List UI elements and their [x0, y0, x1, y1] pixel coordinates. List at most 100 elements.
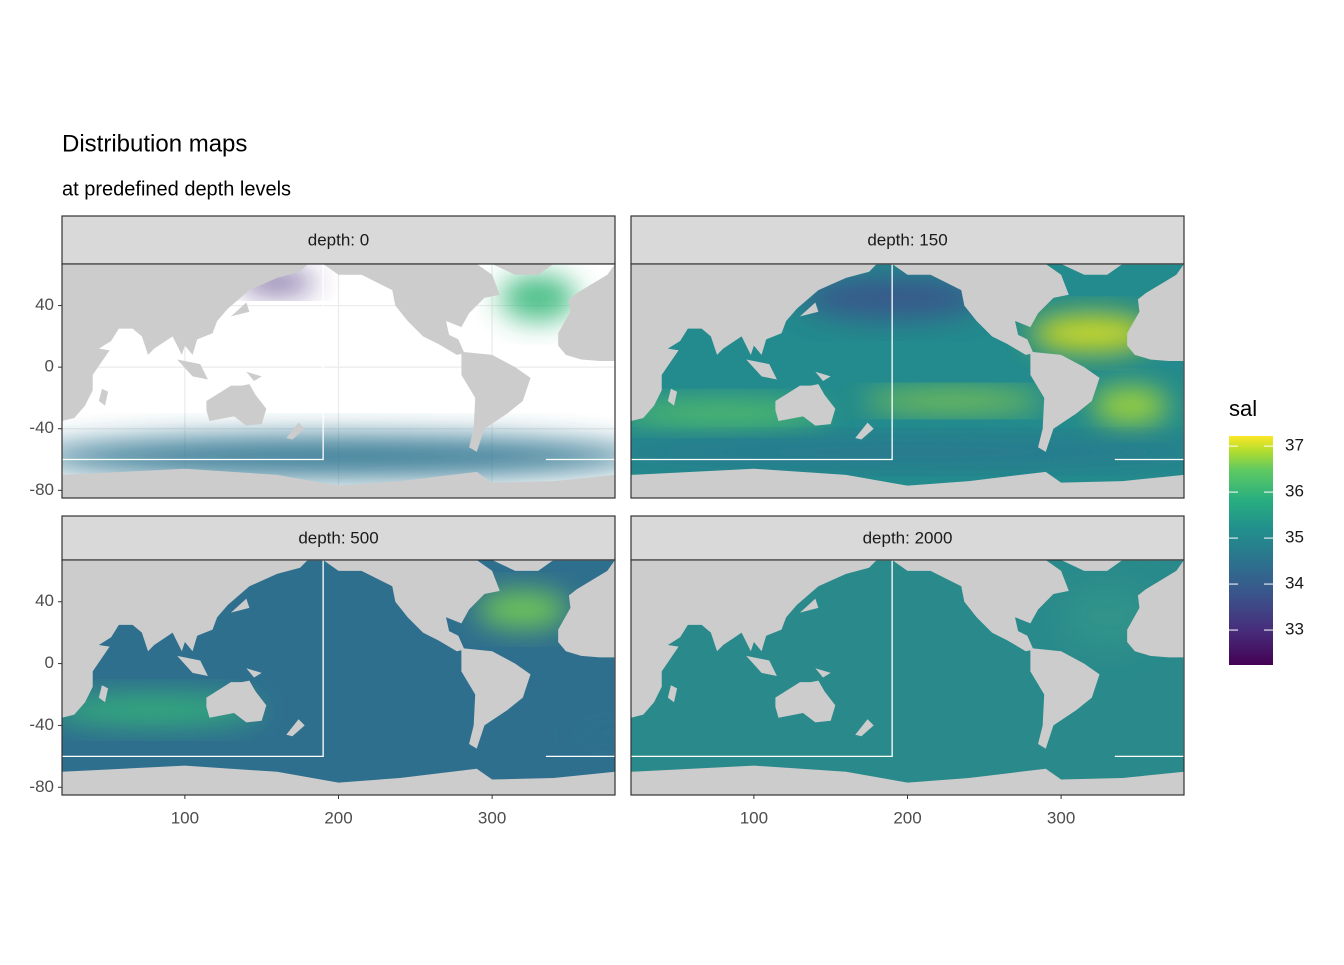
land [246, 371, 262, 381]
land [815, 668, 831, 678]
land [177, 655, 208, 676]
legend-tick-label: 34 [1285, 574, 1304, 593]
map-panel [631, 560, 1184, 795]
land [631, 468, 1184, 498]
legend-tick-label: 37 [1285, 436, 1304, 455]
land [799, 598, 819, 613]
land [1030, 648, 1100, 749]
ocean-shade [476, 590, 569, 629]
x-tick-label: 300 [478, 808, 506, 827]
x-tick-label: 100 [171, 808, 199, 827]
land [62, 560, 308, 718]
panel-border [61, 263, 616, 499]
ocean-shade [1091, 387, 1169, 425]
facet-label: depth: 2000 [863, 528, 953, 547]
x-tick-label: 300 [1047, 808, 1075, 827]
region-box [631, 264, 893, 461]
y-tick-label: -80 [29, 480, 54, 499]
y-tick-label: 0 [45, 357, 54, 376]
land [286, 422, 305, 440]
land [1030, 351, 1100, 452]
land [746, 359, 777, 380]
land [558, 264, 615, 361]
land [62, 468, 615, 498]
land [631, 560, 877, 718]
region-box [1114, 264, 1184, 461]
facet-strip [61, 515, 616, 561]
land [206, 680, 267, 723]
region-box [1114, 560, 1184, 757]
x-tick-label: 100 [740, 808, 768, 827]
y-tick-label: -40 [29, 715, 54, 734]
x-tick-label: 200 [324, 808, 352, 827]
region-box [631, 560, 893, 757]
land [98, 685, 109, 703]
y-tick-label: -80 [29, 777, 54, 796]
chart-title: Distribution maps [62, 130, 247, 157]
land [558, 560, 615, 658]
land [799, 302, 819, 317]
legend-tick-label: 33 [1285, 620, 1304, 639]
land [206, 384, 267, 426]
y-tick-label: 40 [35, 591, 54, 610]
land [815, 371, 831, 381]
land [855, 719, 874, 737]
land [177, 359, 208, 380]
land [98, 388, 109, 406]
legend-title: sal [1229, 396, 1257, 421]
land [631, 765, 1184, 795]
facet-label: depth: 500 [298, 528, 378, 547]
ocean-shade [62, 434, 615, 478]
land [1127, 264, 1184, 361]
land [775, 680, 836, 723]
land [492, 264, 554, 275]
legend-tick-label: 36 [1285, 482, 1304, 501]
land [892, 560, 1069, 652]
y-tick-label: 0 [45, 653, 54, 672]
region-box [545, 560, 615, 757]
land [492, 560, 554, 571]
map-panel [62, 264, 615, 498]
legend-tick-label: 35 [1285, 528, 1304, 547]
facet-label: depth: 150 [867, 230, 947, 249]
land [461, 648, 531, 749]
region-box [62, 560, 324, 757]
ocean-shade [568, 720, 615, 746]
land [746, 655, 777, 676]
land [62, 264, 308, 422]
y-tick-label: -40 [29, 418, 54, 437]
map-panel [631, 264, 1184, 498]
ocean-shade [499, 274, 577, 321]
region-box [545, 264, 615, 461]
land [1061, 560, 1123, 571]
panel-border [630, 263, 1185, 499]
facet-strip [630, 515, 1185, 561]
map-panel [62, 560, 615, 795]
land [286, 719, 305, 737]
y-tick-label: 40 [35, 295, 54, 314]
region-box [62, 264, 324, 461]
land [1061, 264, 1123, 275]
land [855, 422, 874, 440]
land [323, 560, 500, 652]
land [667, 388, 678, 406]
land [631, 264, 877, 422]
ocean-shade [631, 439, 1184, 465]
facet-label: depth: 0 [308, 230, 369, 249]
facet-strip [61, 215, 616, 265]
land [892, 264, 1069, 355]
land [230, 598, 250, 613]
land [775, 384, 836, 426]
land [246, 668, 262, 678]
land [1127, 560, 1184, 658]
land [461, 351, 531, 452]
land [667, 685, 678, 703]
land [62, 765, 615, 795]
colorbar [1229, 436, 1273, 665]
land [230, 302, 250, 317]
chart-subtitle: at predefined depth levels [62, 178, 291, 200]
x-tick-label: 200 [893, 808, 921, 827]
land [323, 264, 500, 355]
